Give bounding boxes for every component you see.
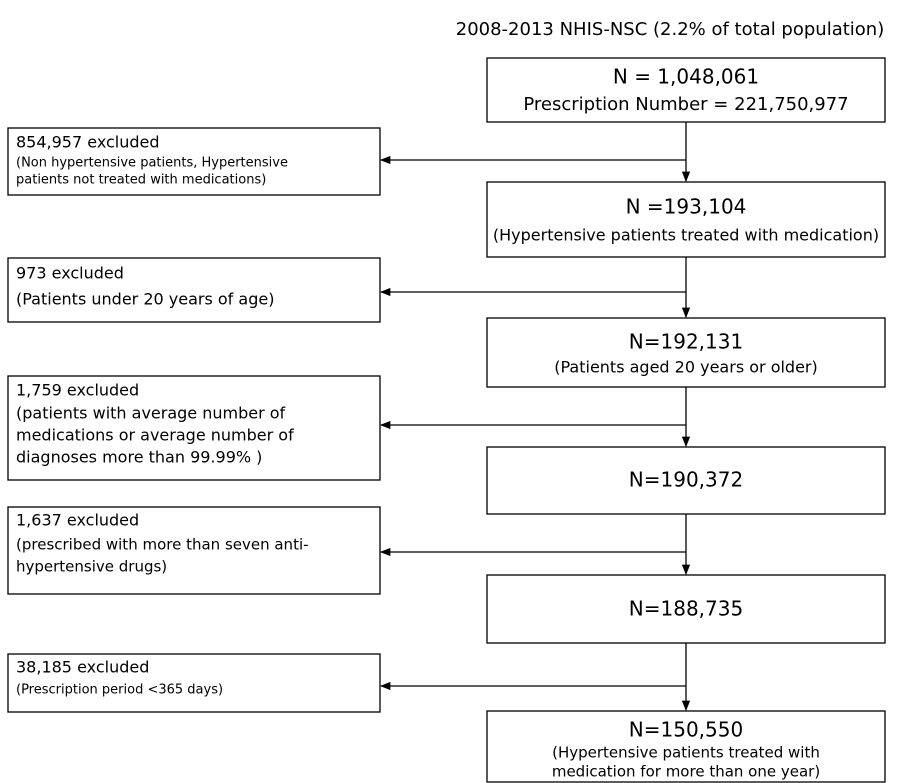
- node-text: (Hypertensive patients treated with medi…: [493, 226, 879, 245]
- exclusion-text: (prescribed with more than seven anti-: [16, 536, 309, 554]
- node-box: [486, 181, 886, 258]
- exclusion-text: (Patients under 20 years of age): [16, 290, 274, 309]
- exclusion-box: [7, 257, 381, 323]
- title: 2008-2013 NHIS-NSC (2.2% of total popula…: [456, 19, 884, 40]
- exclusion-text: (Non hypertensive patients, Hypertensive: [16, 156, 288, 171]
- node-text: N=190,372: [629, 468, 743, 492]
- exclusion-box: [7, 127, 381, 196]
- node-text: N=150,550: [629, 718, 743, 742]
- node-text: N = 1,048,061: [613, 65, 759, 89]
- node-box: [486, 57, 886, 123]
- exclusion-text: medications or average number of: [16, 426, 294, 445]
- node-text: N =193,104: [626, 195, 747, 219]
- node-text: Prescription Number = 221,750,977: [523, 94, 848, 115]
- exclusion-text: (patients with average number of: [16, 404, 286, 423]
- exclusion-text: 854,957 excluded: [16, 133, 160, 152]
- node-box: [486, 574, 886, 644]
- exclusion-box: [7, 506, 381, 595]
- exclusion-text: 1,759 excluded: [16, 381, 139, 400]
- node-box: [486, 317, 886, 388]
- node-text: N=188,735: [629, 597, 743, 621]
- exclusion-box: [7, 375, 381, 481]
- exclusion-text: patients not treated with medications): [16, 173, 266, 188]
- exclusion-text: 38,185 excluded: [16, 658, 149, 677]
- exclusion-text: hypertensive drugs): [16, 558, 167, 576]
- node-box: [486, 710, 886, 783]
- node-text: (Hypertensive patients treated with: [552, 744, 820, 762]
- node-text: (Patients aged 20 years or older): [554, 358, 818, 377]
- exclusion-text: diagnoses more than 99.99% ): [16, 448, 262, 467]
- exclusion-text: 1,637 excluded: [16, 511, 139, 530]
- exclusion-text: (Prescription period <365 days): [16, 683, 223, 698]
- exclusion-box: [7, 653, 381, 713]
- exclusion-text: 973 excluded: [16, 264, 124, 283]
- node-text: medication for more than one year): [552, 763, 820, 781]
- node-text: N=192,131: [629, 330, 743, 354]
